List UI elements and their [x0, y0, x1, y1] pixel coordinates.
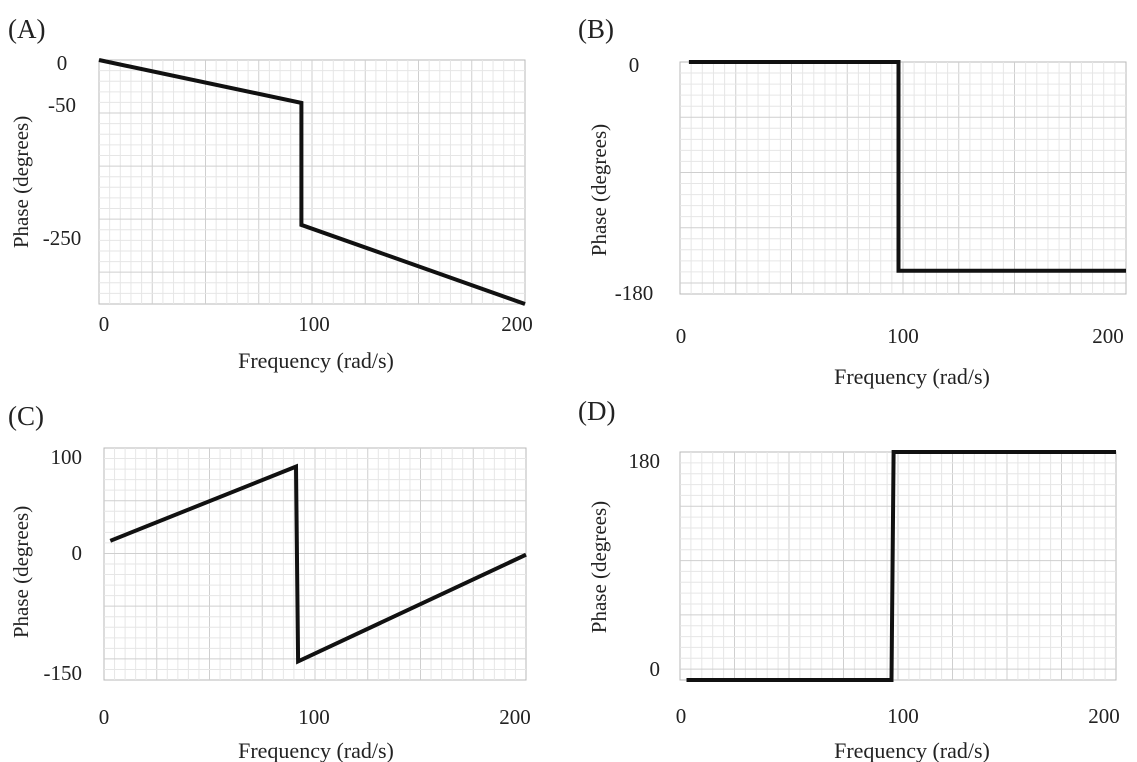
y-tick-label: 180 — [629, 449, 661, 473]
x-tick-label: 200 — [501, 312, 533, 336]
x-tick-label: 0 — [99, 705, 110, 729]
grid — [680, 452, 1116, 680]
grid — [680, 62, 1126, 294]
x-tick-label: 200 — [1092, 324, 1124, 348]
y-tick-label: -250 — [43, 226, 82, 250]
y-tick-label: 0 — [650, 657, 661, 681]
x-tick-label: 100 — [887, 704, 919, 728]
y-axis-label: Phase (degrees) — [587, 501, 611, 633]
panel-label: (C) — [8, 401, 44, 431]
x-tick-label: 200 — [499, 705, 531, 729]
chart-panel-4: (D) 0 100 200 180 0 Frequency (rad/s) Phase (de… — [578, 396, 1120, 762]
series-line — [98, 58, 526, 306]
x-tick-label: 100 — [887, 324, 919, 348]
x-axis-label: Frequency (rad/s) — [834, 364, 990, 389]
series-line — [688, 60, 1126, 273]
x-axis-label: Frequency (rad/s) — [238, 348, 394, 373]
y-tick-label: -150 — [44, 661, 83, 685]
chart-panel-3: (C) 0 100 200 100 0 -150 Frequency (rad/s) Phase… — [8, 401, 531, 762]
y-tick-label: 100 — [51, 445, 83, 469]
series-line — [686, 450, 1116, 682]
grid — [99, 60, 525, 304]
x-tick-label: 100 — [298, 312, 330, 336]
panel-label: (D) — [578, 396, 615, 426]
x-tick-label: 0 — [676, 704, 687, 728]
panel-label: (A) — [8, 14, 45, 44]
chart-panel-2: (B) 0 100 200 0 -180 Frequency (rad/s) Phase (d… — [578, 14, 1127, 389]
x-tick-label: 0 — [676, 324, 687, 348]
chart-panel-1: (A) 0 100 200 0 -50 -250 Frequency (rad/s) Phase… — [8, 14, 533, 373]
x-tick-label: 200 — [1088, 704, 1120, 728]
y-axis-label: Phase (degrees) — [9, 116, 33, 248]
x-axis-label: Frequency (rad/s) — [834, 738, 990, 762]
series-line — [109, 463, 527, 665]
x-tick-label: 100 — [298, 705, 330, 729]
y-axis-label: Phase (degrees) — [9, 506, 33, 638]
x-tick-label: 0 — [99, 312, 110, 336]
y-tick-label: -50 — [48, 93, 76, 117]
y-axis-label: Phase (degrees) — [587, 124, 611, 256]
grid — [104, 448, 526, 680]
panel-label: (B) — [578, 14, 614, 44]
x-axis-label: Frequency (rad/s) — [238, 738, 394, 762]
y-tick-label: 0 — [72, 541, 83, 565]
y-tick-label: 0 — [57, 51, 68, 75]
y-tick-label: 0 — [629, 53, 640, 77]
y-tick-label: -180 — [615, 281, 654, 305]
